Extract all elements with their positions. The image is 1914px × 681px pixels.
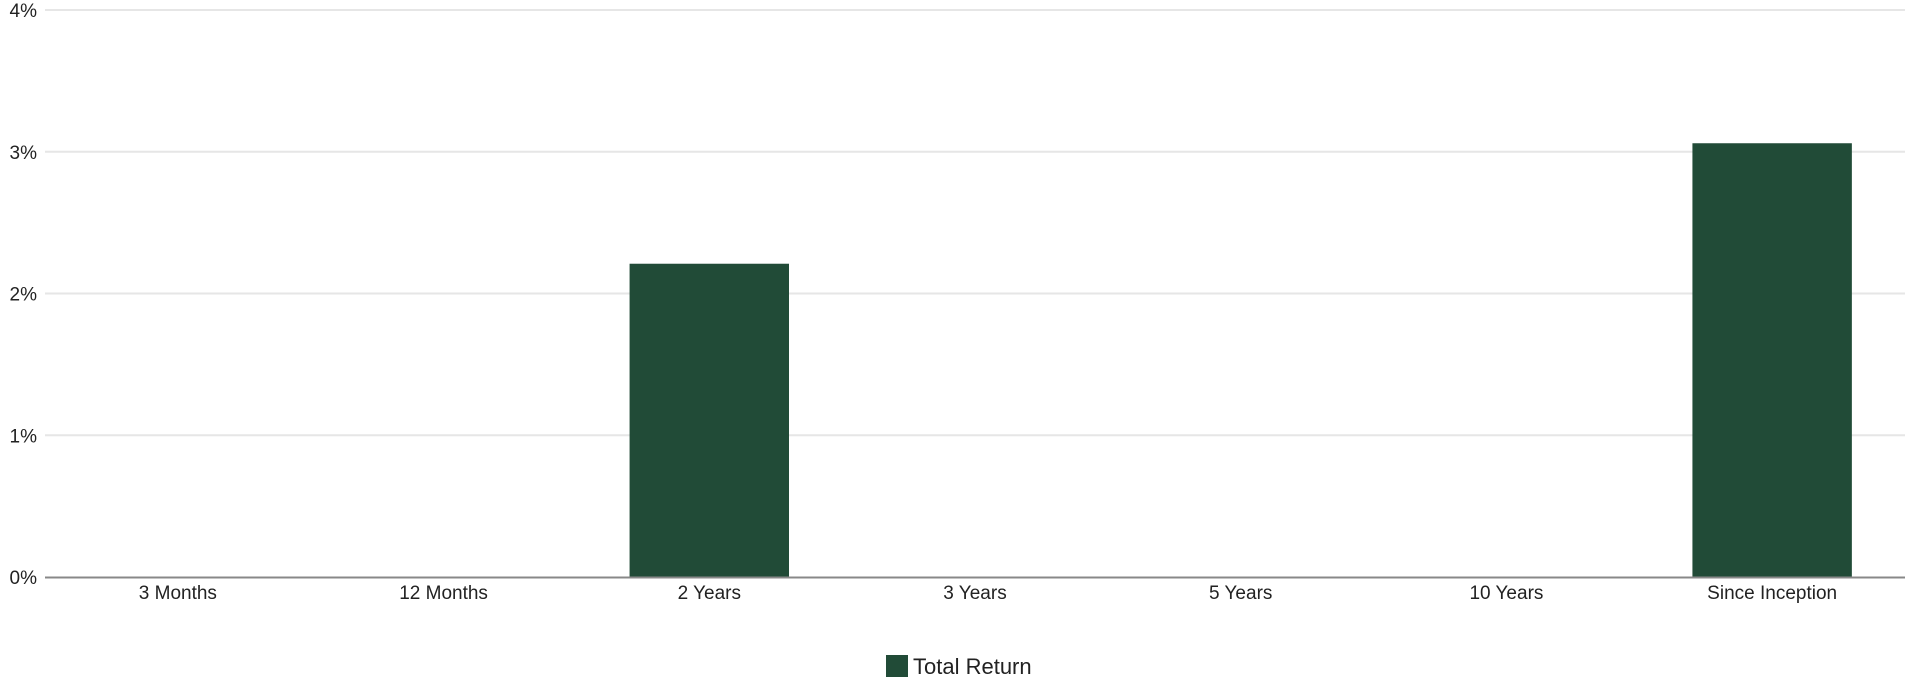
y-tick-label: 2% — [10, 285, 38, 306]
x-tick-label: 2 Years — [678, 583, 741, 604]
x-tick-label: Since Inception — [1707, 583, 1837, 604]
legend[interactable]: Total Return — [886, 654, 1032, 679]
x-tick-label: 12 Months — [399, 583, 488, 604]
y-tick-label: 3% — [10, 143, 38, 164]
y-tick-label: 4% — [10, 1, 38, 22]
y-tick-label: 0% — [10, 568, 38, 589]
y-tick-label: 1% — [10, 426, 38, 447]
bar-since-inception[interactable] — [1692, 143, 1852, 577]
x-tick-label: 3 Years — [943, 583, 1006, 604]
x-tick-label: 3 Months — [139, 583, 217, 604]
bars — [629, 143, 1852, 577]
x-tick-label: 10 Years — [1469, 583, 1543, 604]
legend-label-total-return[interactable]: Total Return — [913, 654, 1032, 679]
bar-2-years[interactable] — [629, 263, 789, 577]
x-tick-labels: 3 Months 12 Months 2 Years 3 Years 5 Years 10… — [139, 583, 1837, 604]
x-tick-label: 5 Years — [1209, 583, 1272, 604]
gridlines — [45, 9, 1905, 437]
y-tick-labels: 0% 1% 2% 3% 4% — [10, 1, 38, 589]
legend-swatch-total-return[interactable] — [886, 655, 908, 677]
